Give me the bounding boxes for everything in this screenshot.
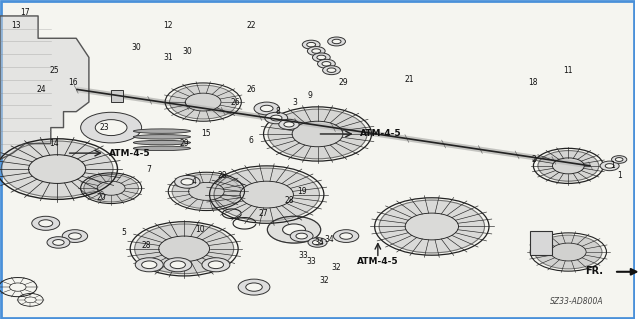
Bar [531, 231, 552, 255]
Text: 7: 7 [147, 165, 152, 174]
Text: 32: 32 [332, 263, 341, 272]
Text: 9: 9 [307, 91, 312, 100]
Circle shape [534, 235, 602, 269]
Circle shape [307, 47, 325, 56]
Polygon shape [0, 16, 89, 160]
Circle shape [1, 141, 113, 197]
Circle shape [322, 62, 331, 66]
Text: 1: 1 [617, 171, 621, 180]
Text: 31: 31 [163, 53, 173, 62]
Text: 30: 30 [182, 47, 192, 56]
Text: 1: 1 [611, 161, 615, 170]
Text: SZ33-AD800A: SZ33-AD800A [550, 297, 604, 306]
Text: 17: 17 [20, 8, 30, 17]
Text: 12: 12 [164, 21, 173, 30]
Circle shape [39, 220, 52, 227]
Circle shape [170, 85, 237, 119]
Ellipse shape [133, 135, 191, 139]
Text: 8: 8 [276, 107, 280, 116]
Circle shape [260, 105, 273, 112]
Circle shape [323, 66, 340, 75]
Circle shape [538, 151, 599, 181]
Text: 13: 13 [11, 21, 20, 30]
Text: 4: 4 [191, 177, 196, 186]
Circle shape [265, 112, 287, 124]
Circle shape [141, 261, 157, 269]
Circle shape [340, 233, 353, 239]
Circle shape [268, 109, 367, 159]
Text: 27: 27 [259, 209, 268, 218]
Circle shape [271, 115, 282, 121]
Text: 22: 22 [246, 21, 255, 30]
Text: 28: 28 [141, 241, 151, 250]
Circle shape [84, 174, 138, 202]
Circle shape [317, 55, 326, 60]
Text: 34: 34 [324, 235, 334, 244]
Circle shape [32, 216, 60, 230]
Circle shape [279, 119, 299, 130]
Circle shape [268, 216, 321, 243]
Text: 33: 33 [299, 251, 308, 260]
Bar [111, 90, 123, 102]
Circle shape [312, 49, 321, 53]
Text: 28: 28 [218, 171, 227, 180]
Text: ATM-4-5: ATM-4-5 [360, 130, 402, 138]
Circle shape [170, 261, 186, 269]
Text: 5: 5 [122, 228, 126, 237]
Text: 16: 16 [68, 78, 78, 87]
Text: 19: 19 [297, 187, 307, 196]
Text: 6: 6 [248, 136, 253, 145]
Text: 33: 33 [307, 257, 316, 266]
Circle shape [332, 39, 341, 44]
Text: 29: 29 [338, 78, 348, 87]
Circle shape [612, 156, 627, 163]
Text: 15: 15 [202, 130, 211, 138]
Text: 25: 25 [49, 66, 59, 75]
Circle shape [317, 59, 335, 68]
Text: 14: 14 [49, 139, 59, 148]
Circle shape [312, 240, 323, 245]
Circle shape [283, 224, 305, 235]
Circle shape [296, 233, 307, 239]
Circle shape [202, 258, 230, 272]
Circle shape [181, 179, 194, 185]
Circle shape [333, 230, 359, 242]
Text: 11: 11 [564, 66, 573, 75]
Text: 2: 2 [531, 155, 536, 164]
Circle shape [328, 37, 346, 46]
Text: 3: 3 [293, 98, 298, 107]
Text: 24: 24 [36, 85, 46, 94]
Circle shape [214, 168, 319, 221]
Circle shape [208, 261, 223, 269]
Ellipse shape [133, 146, 191, 151]
Text: 26: 26 [246, 85, 255, 94]
Circle shape [308, 238, 327, 247]
Circle shape [246, 283, 262, 291]
Text: FR.: FR. [585, 266, 603, 276]
Text: 23: 23 [100, 123, 109, 132]
Circle shape [605, 164, 614, 168]
Ellipse shape [133, 140, 191, 145]
Circle shape [135, 258, 163, 272]
Circle shape [164, 258, 192, 272]
Circle shape [600, 161, 619, 171]
Text: 20: 20 [97, 193, 106, 202]
Circle shape [52, 240, 64, 245]
Text: 18: 18 [529, 78, 538, 87]
Text: 26: 26 [230, 98, 240, 107]
Text: 29: 29 [179, 139, 189, 148]
Circle shape [290, 230, 313, 242]
Text: 30: 30 [132, 43, 141, 52]
Circle shape [95, 120, 127, 136]
Text: 21: 21 [405, 75, 414, 84]
Circle shape [134, 224, 234, 274]
Circle shape [302, 40, 320, 49]
Circle shape [47, 237, 70, 248]
Circle shape [81, 112, 141, 143]
Circle shape [312, 53, 330, 62]
Circle shape [327, 68, 336, 72]
Text: 32: 32 [319, 276, 329, 285]
Text: 34: 34 [314, 238, 324, 247]
Circle shape [172, 174, 241, 209]
